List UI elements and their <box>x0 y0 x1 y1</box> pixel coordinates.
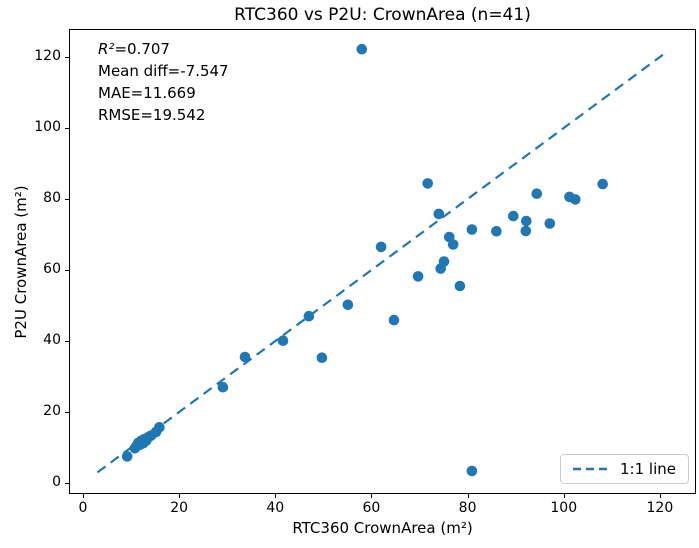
scatter-point <box>316 352 328 364</box>
y-tick-mark <box>65 341 69 343</box>
stat-mae: MAE=11.669 <box>98 84 196 102</box>
y-tick-mark <box>65 270 69 272</box>
scatter-point <box>520 225 532 237</box>
scatter-point <box>531 188 543 199</box>
scatter-point <box>121 451 133 462</box>
y-tick-label: 0 <box>52 474 61 491</box>
y-tick-label: 120 <box>34 47 61 64</box>
scatter-point <box>570 194 581 205</box>
scatter-point <box>277 335 289 347</box>
scatter-point <box>356 43 368 55</box>
chart-title: RTC360 vs P2U: CrownArea (n=41) <box>234 5 531 25</box>
scatter-point <box>375 241 387 253</box>
x-tick-mark <box>179 494 181 498</box>
stat-rmse: RMSE=19.542 <box>98 106 206 124</box>
scatter-point <box>597 178 608 190</box>
scatter-point <box>508 210 519 222</box>
stat-r2-symbol: R² <box>98 40 115 58</box>
scatter-point <box>454 280 466 292</box>
legend-dash-icon <box>573 467 610 471</box>
x-tick-mark <box>371 494 373 498</box>
scatter-point <box>154 422 165 433</box>
stats-annotation: R²=0.707 Mean diff=-7.547 MAE=11.669 RMS… <box>98 38 229 126</box>
scatter-point <box>388 314 400 326</box>
scatter-point <box>466 224 478 235</box>
scatter-point <box>433 208 445 220</box>
scatter-point <box>217 381 229 393</box>
y-tick-mark <box>65 199 69 200</box>
y-tick-mark <box>65 127 69 129</box>
scatter-point <box>422 178 434 189</box>
scatter-point <box>466 465 478 477</box>
y-tick-mark <box>65 483 69 485</box>
y-tick-label: 80 <box>43 190 61 206</box>
x-tick-mark <box>275 494 277 498</box>
stat-r2-value: =0.707 <box>114 40 170 58</box>
x-tick-mark <box>82 494 84 498</box>
scatter-point <box>491 226 502 237</box>
x-axis-label: RTC360 CrownArea (m²) <box>292 519 473 537</box>
x-tick-label: 60 <box>362 500 381 516</box>
stat-r2: R²=0.707 <box>98 38 229 60</box>
y-tick-label: 40 <box>43 332 61 349</box>
plot-svg <box>96 43 668 477</box>
scatter-point <box>544 218 556 229</box>
x-tick-label: 100 <box>550 500 578 516</box>
y-tick-mark <box>65 412 69 414</box>
scatter-point <box>239 351 251 363</box>
x-tick-label: 120 <box>646 500 674 516</box>
scatter-point <box>342 299 354 311</box>
y-tick-label: 20 <box>43 403 61 420</box>
legend: 1:1 line <box>560 454 689 484</box>
identity-line <box>96 50 668 474</box>
scatter-point <box>521 215 532 227</box>
scatter-point <box>447 239 459 250</box>
x-tick-label: 0 <box>78 500 88 516</box>
scatter-point <box>438 256 450 267</box>
scatter-point <box>303 310 315 322</box>
plot-area: R²=0.707 Mean diff=-7.547 MAE=11.669 RMS… <box>69 29 696 494</box>
x-tick-label: 40 <box>266 500 285 516</box>
scatter-point <box>412 271 424 282</box>
legend-label: 1:1 line <box>620 460 676 478</box>
y-tick-label: 60 <box>43 261 61 278</box>
stat-mean-diff: Mean diff=-7.547 <box>98 62 229 80</box>
x-tick-mark <box>563 494 565 498</box>
x-tick-mark <box>659 494 661 498</box>
x-tick-mark <box>467 494 469 498</box>
x-tick-label: 20 <box>170 500 189 516</box>
y-tick-label: 100 <box>34 118 61 135</box>
y-tick-mark <box>65 56 69 58</box>
x-tick-label: 80 <box>458 500 477 516</box>
